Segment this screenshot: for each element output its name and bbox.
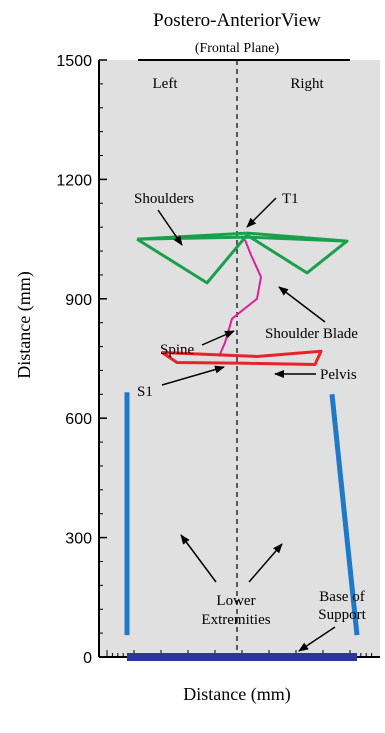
y-tick-label: 300 — [65, 531, 92, 548]
annotation-arrow — [298, 626, 336, 652]
annotation-s1: S1 — [137, 384, 153, 400]
annotation-line: Pelvis — [320, 367, 357, 383]
left-shoulder-blade-segment — [136, 234, 249, 285]
annotation-line: Base of — [319, 589, 364, 605]
annotation-arrow — [157, 209, 183, 246]
shoulder-blade-segment — [246, 233, 348, 275]
y-tick-label: 1500 — [56, 53, 92, 70]
annotation-t1: T1 — [282, 191, 299, 207]
side-label-right: Right — [290, 76, 324, 92]
annotation-line: Spine — [160, 342, 195, 358]
annotation-arrow — [161, 365, 225, 386]
annotation-arrow — [246, 197, 277, 228]
annotation-line: Support — [318, 607, 366, 623]
chart-title: Postero-AnteriorView — [153, 10, 321, 31]
right-lower-extremity-segment — [329, 394, 360, 636]
y-tick-label: 1200 — [56, 172, 92, 189]
annotation-line: Lower — [216, 593, 255, 609]
annotation-base: Base of Support — [318, 589, 366, 623]
y-tick-label: 900 — [65, 292, 92, 309]
annotation-arrow — [180, 534, 217, 583]
x-axis-label: Distance (mm) — [183, 684, 290, 705]
annotation-line: T1 — [282, 191, 299, 207]
annotation-arrow — [248, 543, 283, 583]
annotation-arrow — [201, 330, 235, 346]
annotation-shoulder-blade: Shoulder Blade — [265, 326, 358, 342]
annotation-line: Shoulders — [134, 191, 194, 207]
y-tick-label: 0 — [83, 650, 92, 667]
annotation-line: Extremities — [201, 612, 270, 628]
plot-background — [99, 60, 380, 657]
spine-segment — [218, 239, 262, 357]
annotation-spine: Spine — [160, 342, 195, 358]
annotation-lower-ext: Lower Extremities — [201, 593, 270, 628]
side-label-left: Left — [153, 76, 179, 92]
annotation-shoulders: Shoulders — [134, 191, 194, 207]
chart-subtitle: (Frontal Plane) — [195, 41, 280, 56]
annotation-pelvis: Pelvis — [320, 367, 357, 383]
annotation-arrow — [278, 286, 326, 323]
annotation-line: Shoulder Blade — [265, 326, 358, 342]
pelvis-segment — [161, 349, 323, 366]
y-axis-label: Distance (mm) — [14, 271, 35, 378]
y-tick-label: 600 — [65, 411, 92, 428]
annotation-line: S1 — [137, 384, 153, 400]
